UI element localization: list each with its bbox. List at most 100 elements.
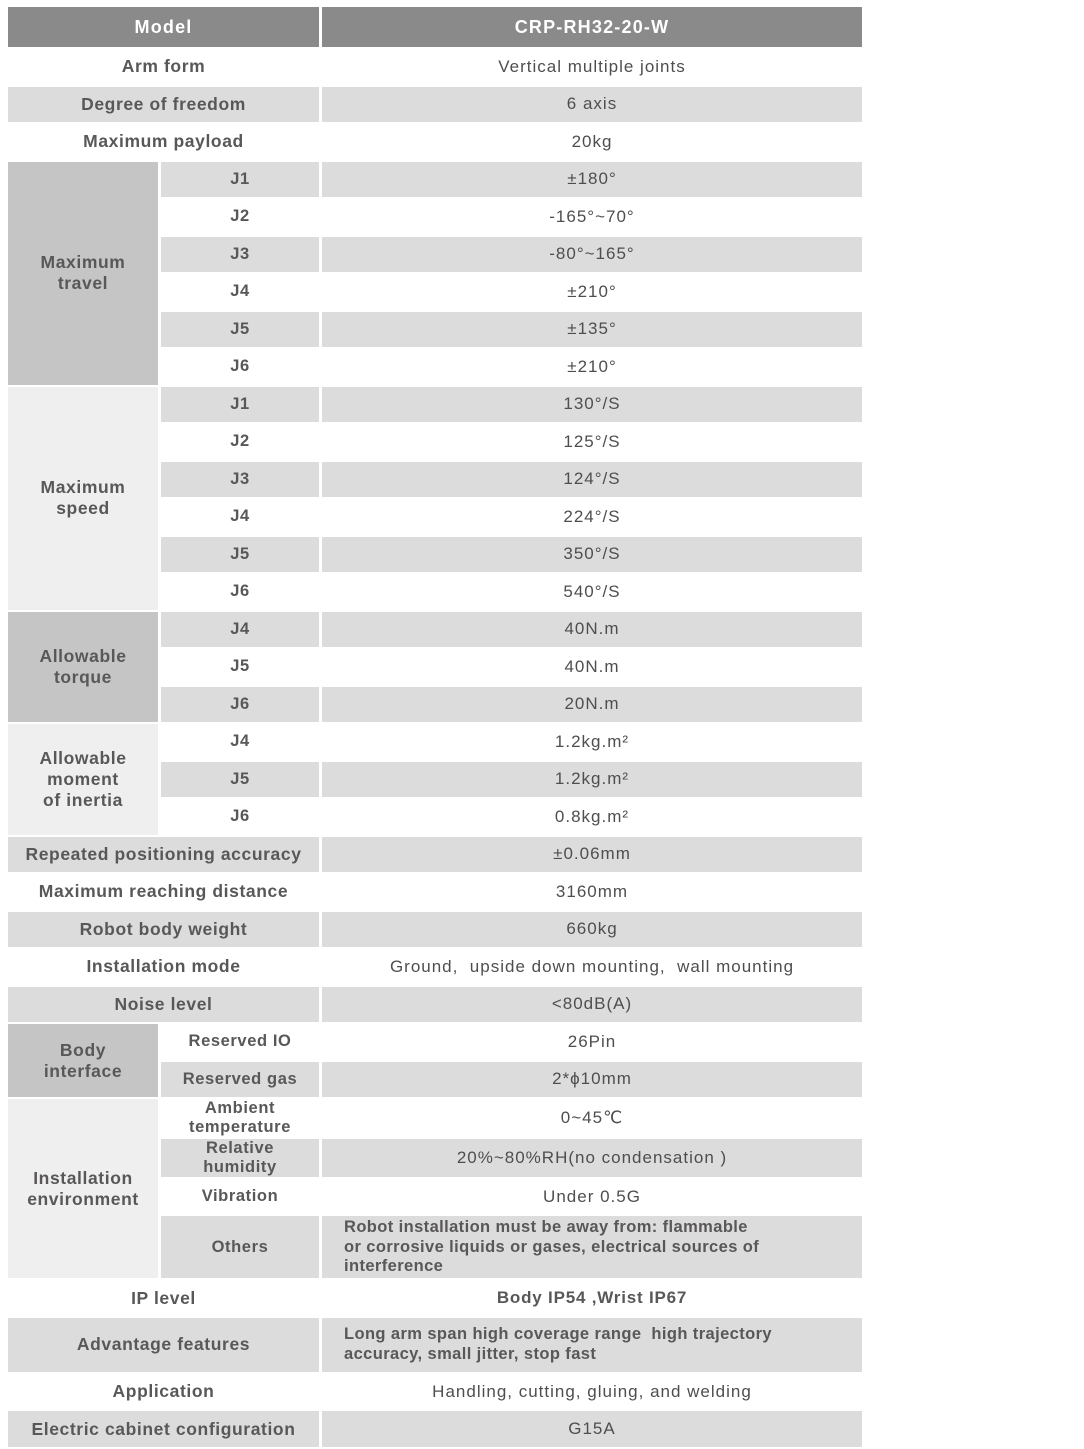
row-sublabel: Reserved gas xyxy=(161,1061,319,1097)
joint-label: J3 xyxy=(161,236,319,272)
joint-value: -80°~165° xyxy=(322,236,862,272)
row-value: 20%~80%RH(no condensation ) xyxy=(322,1138,862,1177)
row-label: Degree of freedom xyxy=(8,86,319,122)
joint-value: ±180° xyxy=(322,161,862,197)
row-value: 2*ϕ10mm xyxy=(322,1061,862,1097)
table-row: J4 ±210° xyxy=(8,274,862,310)
row-value: Vertical multiple joints xyxy=(322,49,862,85)
joint-value: 40N.m xyxy=(322,611,862,647)
joint-value: 125°/S xyxy=(322,424,862,460)
table-row: Others Robot installation must be away f… xyxy=(8,1216,862,1279)
table-row: Model CRP-RH32-20-W xyxy=(8,7,862,47)
row-value: Under 0.5G xyxy=(322,1178,862,1215)
joint-label: J3 xyxy=(161,461,319,497)
joint-value: 1.2kg.m² xyxy=(322,761,862,797)
table-row: Maximum travel J1 ±180° xyxy=(8,161,862,385)
group-label-allowable-torque: Allowable torque xyxy=(8,611,158,722)
row-value: Long arm span high coverage range high t… xyxy=(322,1317,862,1372)
spec-table: Model CRP-RH32-20-W Arm form Vertical mu… xyxy=(5,5,865,1449)
table-row: Maximum speed J1 130°/S xyxy=(8,386,862,610)
table-row: J2 125°/S xyxy=(8,424,862,460)
group-label-max-travel: Maximum travel xyxy=(8,161,158,385)
row-value: ±0.06mm xyxy=(322,836,862,872)
row-label: Maximum payload xyxy=(8,124,319,160)
joint-label: J4 xyxy=(161,611,319,647)
table-row: J5 1.2kg.m² xyxy=(8,761,862,797)
joint-label: J6 xyxy=(161,349,319,385)
row-value: 3160mm xyxy=(322,874,862,910)
row-label: IP level xyxy=(8,1280,319,1316)
table-row: Degree of freedom 6 axis xyxy=(8,86,862,122)
table-row: Vibration Under 0.5G xyxy=(8,1178,862,1215)
joint-value: 1.2kg.m² xyxy=(322,724,862,760)
joint-label: J6 xyxy=(161,574,319,610)
joint-value: 540°/S xyxy=(322,574,862,610)
row-sublabel: Vibration xyxy=(161,1178,319,1215)
joint-value: -165°~70° xyxy=(322,199,862,235)
table-row: Repeated positioning accuracy ±0.06mm xyxy=(8,836,862,872)
joint-label: J5 xyxy=(161,649,319,685)
model-value: CRP-RH32-20-W xyxy=(322,7,862,47)
row-label: Installation mode xyxy=(8,949,319,985)
row-value: 660kg xyxy=(322,911,862,947)
joint-label: J5 xyxy=(161,761,319,797)
group-label-moment-of-inertia: Allowable moment of inertia xyxy=(8,724,158,835)
row-value: Robot installation must be away from: fl… xyxy=(322,1216,862,1279)
joint-value: 350°/S xyxy=(322,536,862,572)
table-row: Arm form Vertical multiple joints xyxy=(8,49,862,85)
table-row: Maximum payload 20kg xyxy=(8,124,862,160)
table-row: Allowable moment of inertia J4 1.2kg.m² xyxy=(8,724,862,835)
table-row: J5 40N.m xyxy=(8,649,862,685)
table-row: Relative humidity 20%~80%RH(no condensat… xyxy=(8,1138,862,1177)
table-row: Installation mode Ground, upside down mo… xyxy=(8,949,862,985)
row-value: G15A xyxy=(322,1411,862,1447)
row-sublabel: Reserved IO xyxy=(161,1024,319,1060)
group-label-installation-environment: Installation environment xyxy=(8,1099,158,1279)
joint-label: J2 xyxy=(161,199,319,235)
row-sublabel: Relative humidity xyxy=(161,1138,319,1177)
joint-value: ±135° xyxy=(322,311,862,347)
table-row: J6 ±210° xyxy=(8,349,862,385)
table-row: J6 20N.m xyxy=(8,686,862,722)
model-label: Model xyxy=(8,7,319,47)
joint-label: J1 xyxy=(161,161,319,197)
table-row: Installation environment Ambient tempera… xyxy=(8,1099,862,1279)
joint-label: J1 xyxy=(161,386,319,422)
joint-value: 124°/S xyxy=(322,461,862,497)
joint-label: J5 xyxy=(161,536,319,572)
table-row: J3 124°/S xyxy=(8,461,862,497)
row-value: Ground, upside down mounting, wall mount… xyxy=(322,949,862,985)
table-row: J6 0.8kg.m² xyxy=(8,799,862,835)
row-label: Robot body weight xyxy=(8,911,319,947)
joint-label: J4 xyxy=(161,724,319,760)
joint-label: J4 xyxy=(161,274,319,310)
joint-value: 130°/S xyxy=(322,386,862,422)
group-label-max-speed: Maximum speed xyxy=(8,386,158,610)
table-row: J4 224°/S xyxy=(8,499,862,535)
joint-value: 224°/S xyxy=(322,499,862,535)
row-label: Electric cabinet configuration xyxy=(8,1411,319,1447)
row-sublabel: Ambient temperature xyxy=(161,1099,319,1137)
joint-label: J2 xyxy=(161,424,319,460)
row-value: Handling, cutting, gluing, and welding xyxy=(322,1373,862,1410)
joint-label: J6 xyxy=(161,686,319,722)
joint-value: 40N.m xyxy=(322,649,862,685)
table-row: Noise level <80dB(A) xyxy=(8,986,862,1022)
row-value: 26Pin xyxy=(322,1024,862,1060)
joint-value: ±210° xyxy=(322,274,862,310)
row-label: Noise level xyxy=(8,986,319,1022)
row-value: Body IP54 ,Wrist IP67 xyxy=(322,1280,862,1316)
table-row: Body interface Reserved IO 26Pin xyxy=(8,1024,862,1097)
row-label: Arm form xyxy=(8,49,319,85)
table-row: J5 ±135° xyxy=(8,311,862,347)
row-value: 0~45℃ xyxy=(322,1099,862,1137)
table-row: Application Handling, cutting, gluing, a… xyxy=(8,1373,862,1410)
joint-value: ±210° xyxy=(322,349,862,385)
row-label: Repeated positioning accuracy xyxy=(8,836,319,872)
joint-value: 20N.m xyxy=(322,686,862,722)
row-value: 6 axis xyxy=(322,86,862,122)
row-value: <80dB(A) xyxy=(322,986,862,1022)
row-sublabel: Others xyxy=(161,1216,319,1279)
table-row: Electric cabinet configuration G15A xyxy=(8,1411,862,1447)
